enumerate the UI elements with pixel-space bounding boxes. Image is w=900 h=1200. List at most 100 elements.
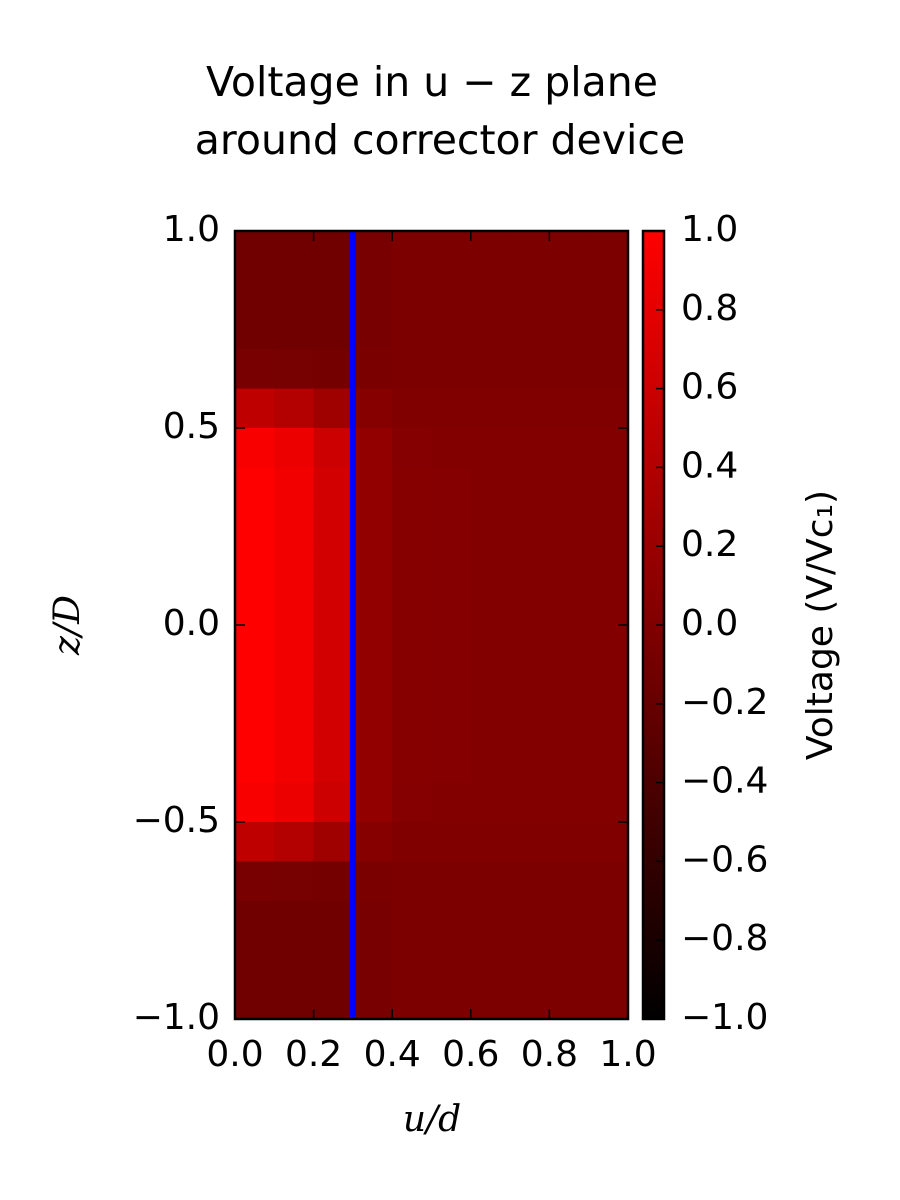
colorbar-tick-label: −0.6 [681, 839, 768, 880]
heatmap-cell [431, 782, 472, 823]
heatmap-cell [392, 940, 432, 981]
heatmap-cell [470, 782, 511, 823]
heatmap-cell [470, 585, 511, 626]
heatmap-cell [392, 703, 432, 744]
heatmap-cell [235, 349, 275, 390]
heatmap-cell [549, 625, 590, 665]
heatmap-cell [470, 822, 511, 862]
heatmap-cell [352, 388, 393, 429]
heatmap-cell [352, 664, 393, 705]
heatmap-cell [431, 625, 472, 665]
heatmap-cell [510, 349, 550, 390]
heatmap-cell [235, 664, 275, 705]
heatmap-cell [431, 703, 472, 744]
heatmap-cell [549, 940, 590, 981]
heatmap-cell [470, 309, 511, 350]
heatmap-cell [510, 506, 550, 547]
heatmap-cell [352, 979, 393, 1020]
heatmap-cell [588, 664, 629, 705]
heatmap-cell [274, 822, 315, 862]
heatmap-cell [392, 861, 432, 902]
heatmap-cell [431, 585, 472, 626]
heatmap-cell [235, 546, 275, 587]
heatmap-cell [313, 506, 354, 547]
x-tick-label: 0.0 [206, 1034, 263, 1075]
heatmap-cell [392, 309, 432, 350]
heatmap-cell [313, 861, 354, 902]
heatmap-cell [392, 625, 432, 665]
heatmap-cell [392, 231, 432, 271]
heatmap-cell [431, 467, 472, 508]
heatmap-cell [352, 546, 393, 587]
heatmap-cell [588, 822, 629, 862]
heatmap-cell [235, 940, 275, 981]
heatmap-cell [588, 546, 629, 587]
heatmap-cell [352, 703, 393, 744]
heatmap-cell [510, 664, 550, 705]
heatmap-cell [510, 270, 550, 311]
heatmap-cell [588, 428, 629, 468]
heatmap-cell [470, 546, 511, 587]
heatmap-cell [510, 585, 550, 626]
heatmap-cell [235, 231, 275, 271]
heatmap-cell [274, 782, 315, 823]
heatmap-cell [352, 861, 393, 902]
heatmap-cell [352, 270, 393, 311]
heatmap-cell [549, 900, 590, 941]
x-tick-label: 1.0 [599, 1034, 656, 1075]
heatmap-cell [274, 979, 315, 1020]
heatmap-cell [274, 349, 315, 390]
heatmap-cell [510, 703, 550, 744]
heatmap-cell [588, 585, 629, 626]
heatmap-cell [431, 546, 472, 587]
x-tick-label: 0.8 [521, 1034, 578, 1075]
heatmap-cell [352, 585, 393, 626]
heatmap-cell [352, 743, 393, 784]
colorbar-tick-label: 0.2 [681, 524, 738, 565]
heatmap-cell [352, 349, 393, 390]
heatmap-cell [313, 940, 354, 981]
heatmap-cell [313, 270, 354, 311]
colorbar-tick-label: 0.0 [681, 603, 738, 644]
heatmap-cell [274, 388, 315, 429]
heatmap-cell [549, 467, 590, 508]
heatmap-cell [549, 506, 590, 547]
heatmap-cell [313, 231, 354, 271]
colorbar-tick-label: −1.0 [681, 997, 768, 1038]
heatmap-cell [235, 822, 275, 862]
heatmap-cell [510, 388, 550, 429]
heatmap-cell [470, 664, 511, 705]
heatmap [235, 231, 629, 1020]
heatmap-cell [313, 979, 354, 1020]
y-tick-label: 0.0 [163, 603, 220, 644]
colorbar-tick-label: 0.4 [681, 445, 738, 486]
heatmap-cell [510, 940, 550, 981]
heatmap-cell [510, 231, 550, 271]
heatmap-cell [470, 270, 511, 311]
heatmap-cell [235, 388, 275, 429]
heatmap-cell [470, 349, 511, 390]
heatmap-cell [274, 428, 315, 468]
heatmap-cell [313, 388, 354, 429]
heatmap-cell [431, 270, 472, 311]
heatmap-cell [274, 743, 315, 784]
heatmap-cell [588, 782, 629, 823]
heatmap-cell [235, 506, 275, 547]
colorbar-label: Voltage (V/Vc₁) [800, 490, 841, 760]
heatmap-cell [352, 231, 393, 271]
y-tick-label: −1.0 [133, 997, 220, 1038]
heatmap-cell [274, 940, 315, 981]
heatmap-cell [274, 506, 315, 547]
heatmap-cell [392, 467, 432, 508]
heatmap-cell [549, 782, 590, 823]
heatmap-cell [510, 861, 550, 902]
heatmap-cell [392, 349, 432, 390]
heatmap-cell [588, 743, 629, 784]
heatmap-cell [470, 625, 511, 665]
heatmap-cell [392, 546, 432, 587]
y-axis-label: z/D [47, 595, 88, 656]
chart-title: Voltage in u − z plane [206, 58, 658, 106]
heatmap-cell [392, 979, 432, 1020]
heatmap-cell [235, 467, 275, 508]
